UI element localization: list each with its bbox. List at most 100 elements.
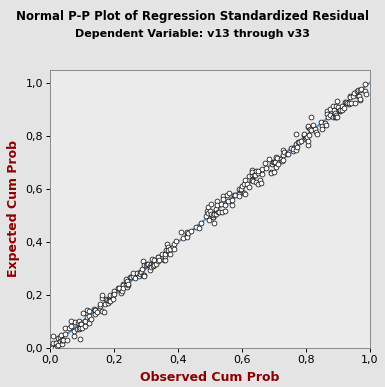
Point	[77, 320, 83, 327]
Point	[82, 323, 88, 329]
Point	[79, 325, 85, 331]
Point	[249, 167, 256, 173]
Point	[333, 98, 340, 104]
Point	[130, 270, 136, 276]
Point	[322, 120, 328, 126]
Point	[101, 309, 107, 315]
Point	[220, 195, 226, 202]
Point	[253, 168, 259, 174]
Point	[324, 111, 330, 117]
Point	[115, 285, 121, 291]
Point	[308, 114, 314, 120]
Point	[350, 89, 357, 96]
Point	[102, 300, 108, 307]
Point	[208, 211, 214, 217]
Point	[123, 276, 129, 282]
Point	[243, 177, 249, 183]
Point	[110, 291, 116, 298]
Point	[167, 250, 173, 257]
Point	[72, 319, 78, 325]
Point	[97, 300, 103, 307]
Point	[211, 211, 218, 217]
Point	[346, 99, 352, 106]
Point	[59, 337, 65, 344]
Point	[206, 217, 212, 223]
Point	[204, 207, 211, 214]
Point	[290, 148, 296, 154]
Point	[330, 103, 336, 109]
Point	[251, 171, 257, 178]
Point	[273, 164, 279, 170]
Point	[147, 267, 153, 273]
Point	[74, 326, 80, 332]
Point	[331, 107, 337, 113]
Point	[140, 272, 146, 278]
Point	[54, 342, 60, 349]
Point	[170, 244, 176, 250]
Point	[99, 292, 105, 298]
Y-axis label: Expected Cum Prob: Expected Cum Prob	[7, 140, 20, 277]
Point	[106, 298, 112, 305]
Point	[249, 169, 256, 175]
Point	[280, 152, 286, 159]
Point	[85, 320, 92, 326]
Point	[288, 146, 295, 152]
Point	[213, 207, 219, 213]
Point	[303, 135, 309, 141]
Point	[80, 310, 86, 317]
Point	[88, 316, 94, 322]
Point	[156, 257, 162, 263]
Point	[259, 171, 265, 177]
Point	[268, 169, 274, 175]
Point	[290, 146, 296, 152]
Text: Normal P-P Plot of Regression Standardized Residual: Normal P-P Plot of Regression Standardiz…	[16, 10, 369, 23]
Point	[302, 136, 308, 142]
Point	[332, 114, 338, 120]
Point	[337, 108, 343, 114]
Point	[298, 138, 304, 144]
Point	[149, 256, 155, 262]
Point	[229, 202, 235, 208]
Point	[71, 332, 77, 339]
Point	[236, 193, 243, 199]
Point	[269, 161, 275, 167]
Point	[164, 248, 171, 255]
Point	[144, 261, 151, 267]
Point	[306, 132, 312, 138]
Point	[71, 327, 77, 334]
Point	[107, 291, 113, 298]
Point	[339, 103, 345, 109]
Point	[84, 307, 90, 313]
Point	[354, 87, 360, 94]
Point	[136, 272, 142, 279]
Point	[319, 126, 325, 132]
Point	[344, 100, 350, 106]
Point	[58, 332, 64, 338]
Point	[249, 177, 255, 183]
Point	[239, 183, 245, 190]
Point	[242, 191, 248, 197]
Point	[357, 97, 363, 103]
Point	[106, 297, 112, 303]
Point	[232, 192, 238, 198]
Point	[162, 250, 168, 257]
Point	[280, 147, 286, 154]
Point	[327, 112, 333, 118]
Point	[224, 192, 231, 198]
Point	[103, 296, 109, 302]
Point	[159, 251, 165, 257]
Point	[50, 339, 56, 346]
Point	[105, 300, 111, 306]
Point	[77, 336, 83, 342]
Point	[196, 225, 202, 231]
Point	[231, 192, 238, 198]
Point	[91, 306, 97, 312]
Point	[319, 123, 325, 129]
Point	[246, 183, 252, 190]
Point	[207, 208, 213, 214]
Point	[144, 261, 151, 267]
Point	[49, 343, 55, 349]
Point	[110, 288, 117, 294]
Point	[355, 93, 361, 99]
Point	[49, 345, 55, 351]
